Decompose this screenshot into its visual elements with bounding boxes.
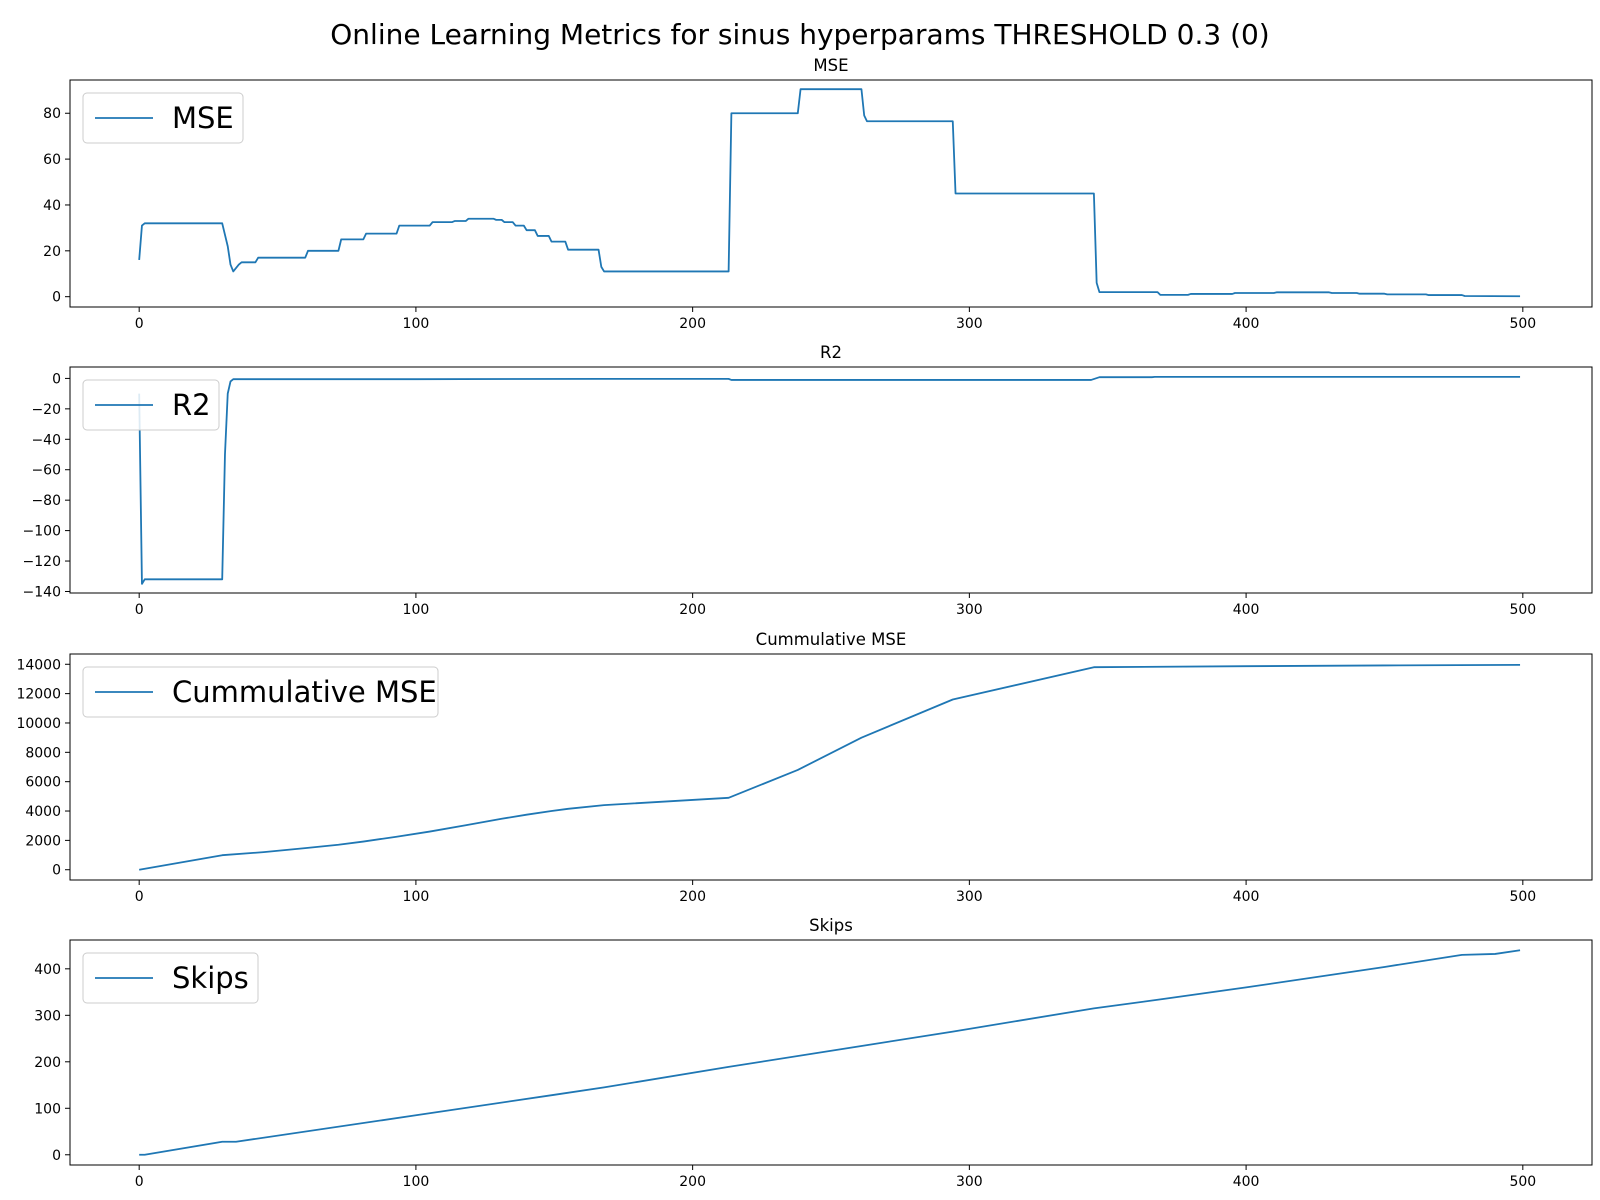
skips-y-tick-label: 200: [34, 1055, 61, 1071]
mse-y-tick-label: 40: [43, 198, 61, 214]
cummulative-mse-y-tick-label: 12000: [16, 687, 61, 703]
cummulative-mse-x-tick-label: 200: [679, 889, 706, 905]
r2-y-tick-label: −40: [31, 432, 61, 448]
skips-x-tick-label: 400: [1233, 1174, 1260, 1190]
r2-x-tick-label: 300: [956, 602, 983, 618]
mse-x-tick-label: 400: [1233, 316, 1260, 332]
r2-chart: R2 0 100 200 300 400 500 0 −20 −40 −60 −80 −100 −120 −…: [23, 343, 1593, 618]
mse-legend-box: [82, 92, 244, 144]
skips-legend-box: [82, 952, 259, 1004]
mse-x-tick-label: 100: [403, 316, 430, 332]
cummulative-mse-x-tick-label: 0: [135, 889, 144, 905]
r2-legend-label: R2: [172, 388, 211, 422]
r2-y-tick-label: −120: [23, 554, 61, 570]
skips-y-tick-label: 100: [34, 1101, 61, 1117]
cummulative-mse-chart: Cummulative MSE 0 100 200 300 400 500 0 2000 4000…: [16, 630, 1593, 905]
skips-x-tick-label: 100: [403, 1174, 430, 1190]
figure-title: Online Learning Metrics for sinus hyperp…: [330, 18, 1270, 51]
mse-y-tick-label: 0: [52, 290, 61, 306]
skips-y-tick-label: 400: [34, 962, 61, 978]
cummulative-mse-y-tick-label: 14000: [16, 657, 61, 673]
r2-y-tick-label: −20: [31, 402, 61, 418]
cummulative-mse-y-tick-label: 8000: [25, 745, 61, 761]
skips-legend-label: Skips: [172, 961, 249, 995]
r2-y-tick-label: −80: [31, 493, 61, 509]
cummulative-mse-legend-label: Cummulative MSE: [172, 675, 437, 709]
cummulative-mse-x-tick-label: 100: [403, 889, 430, 905]
r2-axes-frame: [69, 366, 1593, 594]
r2-x-tick-label: 0: [135, 602, 144, 618]
r2-legend: R2: [82, 379, 220, 431]
cummulative-mse-x-tick-label: 300: [956, 889, 983, 905]
skips-axes-frame: [69, 939, 1593, 1166]
skips-x-tick-label: 200: [679, 1174, 706, 1190]
r2-x-tick-label: 100: [403, 602, 430, 618]
cummulative-mse-legend: Cummulative MSE: [82, 666, 439, 718]
cummulative-mse-y-tick-label: 2000: [25, 833, 61, 849]
skips-legend: Skips: [82, 952, 259, 1004]
skips-panel-title: Skips: [809, 916, 853, 935]
mse-axes-frame: [69, 79, 1593, 308]
mse-chart: MSE 0 100 200 300 400 500 0 20 40 60 80 MSE: [43, 56, 1593, 332]
cummulative-mse-y-tick-label: 4000: [25, 804, 61, 820]
cummulative-mse-y-tick-label: 10000: [16, 716, 61, 732]
mse-y-tick-label: 20: [43, 244, 61, 260]
mse-legend-label: MSE: [172, 101, 234, 135]
r2-x-tick-label: 500: [1509, 602, 1536, 618]
mse-x-tick-label: 200: [679, 316, 706, 332]
skips-x-tick-label: 300: [956, 1174, 983, 1190]
mse-legend: MSE: [82, 92, 244, 144]
mse-y-tick-label: 80: [43, 106, 61, 122]
skips-x-tick-label: 500: [1509, 1174, 1536, 1190]
skips-y-tick-label: 300: [34, 1008, 61, 1024]
cummulative-mse-x-tick-label: 500: [1509, 889, 1536, 905]
r2-panel-title: R2: [820, 343, 842, 362]
mse-y-tick-label: 60: [43, 152, 61, 168]
r2-y-tick-label: −60: [31, 463, 61, 479]
r2-y-tick-label: 0: [52, 371, 61, 387]
skips-x-tick-label: 0: [135, 1174, 144, 1190]
r2-y-tick-label: −100: [23, 524, 61, 540]
skips-chart: Skips 0 100 200 300 400 500 0 100 200 300 400 Skips: [34, 916, 1593, 1190]
r2-series-line: [138, 375, 1521, 585]
r2-x-tick-label: 200: [679, 602, 706, 618]
skips-series-line: [139, 949, 1521, 1156]
cummulative-mse-legend-box: [82, 666, 439, 718]
r2-x-tick-label: 400: [1233, 602, 1260, 618]
mse-x-tick-label: 500: [1509, 316, 1536, 332]
mse-x-tick-label: 300: [956, 316, 983, 332]
mse-x-tick-label: 0: [135, 316, 144, 332]
cummulative-mse-x-tick-label: 400: [1233, 889, 1260, 905]
skips-y-tick-label: 0: [52, 1148, 61, 1164]
r2-y-tick-label: −140: [23, 584, 61, 600]
cummulative-mse-series-line: [139, 663, 1521, 871]
cummulative-mse-axes-frame: [69, 653, 1593, 881]
cummulative-mse-y-tick-label: 0: [52, 863, 61, 879]
cummulative-mse-panel-title: Cummulative MSE: [756, 630, 907, 649]
cummulative-mse-y-tick-label: 6000: [25, 775, 61, 791]
mse-panel-title: MSE: [813, 56, 848, 75]
mse-series-line: [138, 88, 1521, 298]
